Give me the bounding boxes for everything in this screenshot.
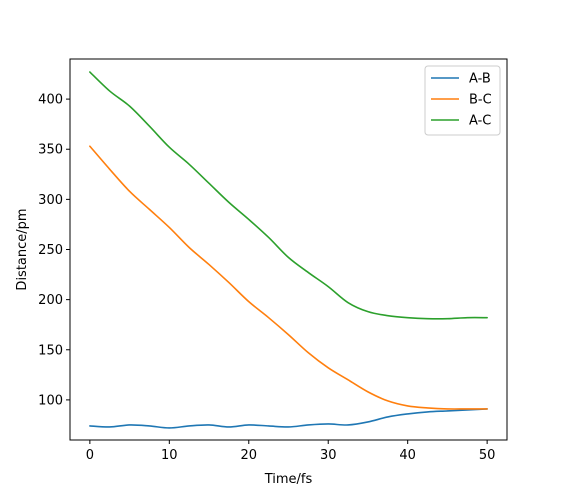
series-line-a-b bbox=[89, 408, 488, 429]
legend-label-a-b: A-B bbox=[469, 72, 491, 87]
legend-label-a-c: A-C bbox=[469, 114, 491, 129]
legend: A-B B-C A-C bbox=[424, 65, 501, 136]
y-tick-label: 250 bbox=[38, 243, 63, 258]
x-tick-label: 50 bbox=[479, 448, 496, 463]
x-axis-label: Time/fs bbox=[264, 472, 313, 487]
x-tick-label: 10 bbox=[161, 448, 178, 463]
series-layer bbox=[89, 71, 488, 429]
legend-label-b-c: B-C bbox=[469, 93, 492, 108]
legend-box bbox=[424, 65, 501, 136]
y-axis-ticks: 100 150 200 250 300 350 400 bbox=[38, 93, 70, 408]
y-tick-label: 150 bbox=[38, 343, 63, 358]
y-tick-label: 300 bbox=[38, 193, 63, 208]
x-tick-label: 40 bbox=[399, 448, 416, 463]
x-tick-label: 30 bbox=[320, 448, 337, 463]
series-line-a-c bbox=[89, 71, 488, 320]
y-tick-label: 200 bbox=[38, 293, 63, 308]
x-tick-label: 0 bbox=[86, 448, 94, 463]
y-tick-label: 350 bbox=[38, 143, 63, 158]
x-axis-ticks: 0 10 20 30 40 50 bbox=[86, 440, 496, 463]
y-tick-label: 400 bbox=[38, 93, 63, 108]
y-tick-label: 100 bbox=[38, 393, 63, 408]
y-axis-label: Distance/pm bbox=[15, 208, 30, 290]
series-line-b-c bbox=[89, 145, 488, 410]
x-tick-label: 20 bbox=[240, 448, 257, 463]
